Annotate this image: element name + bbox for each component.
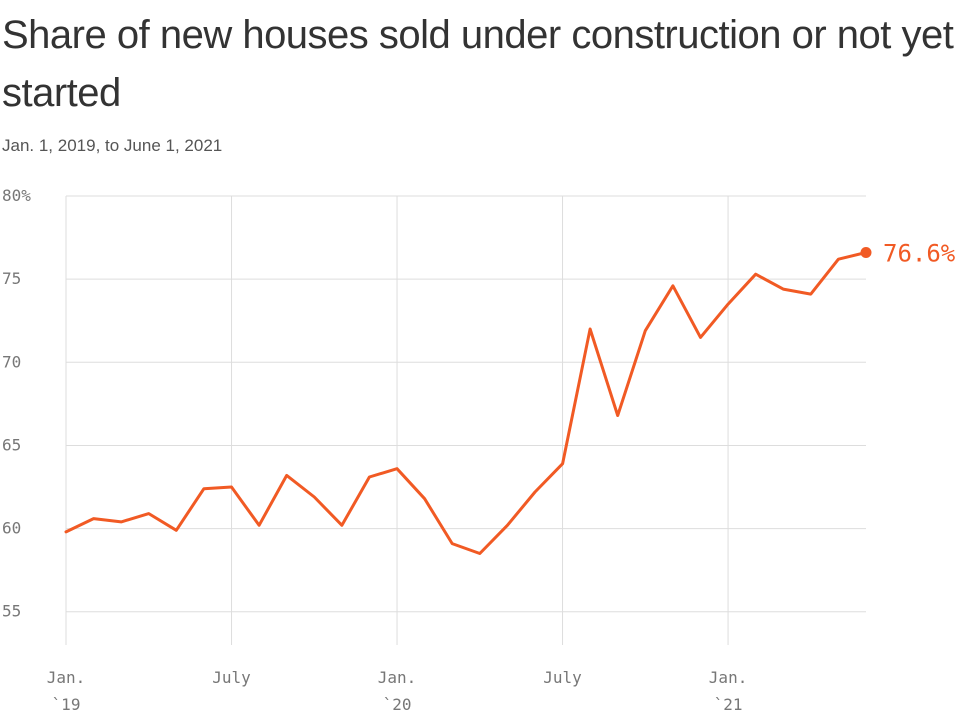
- end-value-label: 76.6%: [883, 240, 956, 268]
- series-group: 76.6%: [64, 240, 956, 555]
- y-tick-label: 70: [2, 352, 21, 371]
- chart-subtitle: Jan. 1, 2019, to June 1, 2021: [2, 136, 223, 155]
- y-tick-label: 75: [2, 269, 21, 288]
- last-point-marker: [860, 247, 872, 259]
- x-tick-label: July: [212, 668, 251, 687]
- y-tick-label: 60: [2, 519, 21, 538]
- x-tick-label: Jan.: [47, 668, 86, 687]
- x-tick-label: Jan.: [709, 668, 748, 687]
- y-tick-label: 65: [2, 435, 21, 454]
- x-tick-year-label: `21: [714, 695, 743, 714]
- x-tick-label: Jan.: [378, 668, 417, 687]
- y-axis-ticks: 55 60 65 70 75 80%: [2, 186, 31, 621]
- x-axis-ticks: Jan. `19 July Jan. `20 July Jan. `21: [47, 668, 748, 714]
- x-tick-year-label: `20: [383, 695, 412, 714]
- x-tick-label: July: [543, 668, 582, 687]
- y-tick-label: 55: [2, 602, 21, 621]
- x-tick-year-label: `19: [52, 695, 81, 714]
- chart-title: Share of new houses sold under construct…: [2, 13, 954, 115]
- grid-lines: [65, 195, 866, 645]
- series-line: [64, 251, 868, 555]
- y-tick-label: 80%: [2, 186, 31, 205]
